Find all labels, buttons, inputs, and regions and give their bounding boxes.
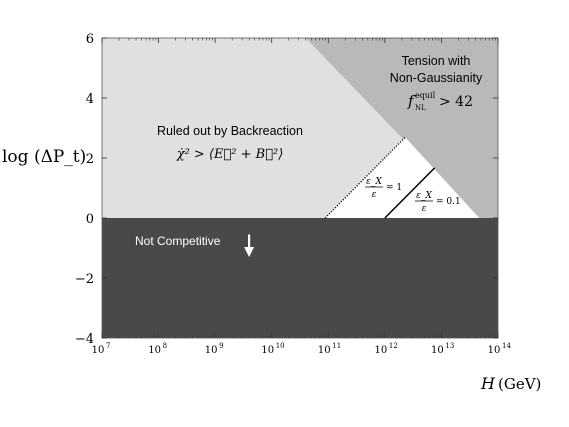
eps-ratio-0.1-label: ε_X ε = 0.1 bbox=[415, 191, 461, 214]
y-axis: −4 −2 0 2 4 6 bbox=[75, 32, 498, 347]
bound-lines-group bbox=[324, 136, 436, 219]
y-tick-label: 4 bbox=[86, 92, 94, 107]
x-tick-exponent: 13 bbox=[445, 342, 454, 350]
eps-ratio-1-numerator: ε_X bbox=[366, 177, 382, 187]
not-competitive-label: Not Competitive bbox=[135, 234, 221, 248]
arrow-head bbox=[244, 247, 255, 257]
x-tick-exponent: 11 bbox=[332, 342, 341, 350]
eps-ratio-0.1-numerator: ε_X bbox=[416, 191, 432, 201]
y-tick-label: 6 bbox=[86, 32, 94, 47]
x-tick-label: 10 bbox=[374, 345, 387, 356]
line-eps_ratio_1 bbox=[324, 136, 406, 219]
x-tick-exponent: 9 bbox=[219, 342, 223, 350]
y-tick-label: −4 bbox=[75, 332, 94, 347]
fnl-threshold: > 42 bbox=[439, 94, 473, 110]
x-axis-title: H (GeV) bbox=[480, 374, 541, 393]
x-axis: 10 7 10 8 10 9 10 10 10 11 10 12 10 13 10 14 bbox=[92, 38, 511, 356]
non-gaussianity-condition: f equil NL > 42 bbox=[407, 91, 473, 112]
region-backreaction bbox=[102, 38, 406, 218]
x-tick-label: 10 bbox=[205, 345, 218, 356]
plot-frame bbox=[101, 37, 499, 339]
eps-ratio-1-value: = 1 bbox=[386, 183, 402, 193]
eps-ratio-0.1-denominator: ε bbox=[422, 204, 427, 214]
regions-group bbox=[102, 38, 498, 338]
x-tick-label: 10 bbox=[431, 345, 444, 356]
x-tick-exponent: 14 bbox=[502, 342, 511, 350]
fnl-symbol: f bbox=[407, 92, 416, 110]
x-tick-exponent: 7 bbox=[106, 342, 110, 350]
region-allowed bbox=[325, 137, 480, 218]
eps-ratio-0.1-value: = 0.1 bbox=[436, 197, 461, 207]
x-axis-variable: H bbox=[480, 374, 496, 393]
backreaction-condition: χ̇² > ⟨E⃗² + B⃗²⟩ bbox=[176, 147, 284, 162]
line-eps_ratio_0.1 bbox=[384, 167, 436, 219]
x-tick-label: 10 bbox=[148, 345, 161, 356]
x-tick-label: 10 bbox=[318, 345, 331, 356]
eps-ratio-1-denominator: ε bbox=[372, 190, 377, 200]
x-tick-label: 10 bbox=[92, 345, 105, 356]
eps-ratio-1-label: ε_X ε = 1 bbox=[365, 177, 402, 200]
x-tick-label: 10 bbox=[261, 345, 274, 356]
down-arrow-icon bbox=[244, 234, 255, 257]
non-gaussianity-label-line2: Non-Gaussianity bbox=[390, 71, 483, 85]
region-not_competitive bbox=[102, 218, 498, 338]
x-axis-unit: (GeV) bbox=[498, 375, 541, 393]
fnl-superscript: equil bbox=[415, 91, 436, 100]
y-tick-label: 0 bbox=[86, 212, 94, 227]
y-tick-label: 2 bbox=[86, 152, 94, 167]
backreaction-label: Ruled out by Backreaction bbox=[157, 124, 303, 138]
fnl-subscript: NL bbox=[415, 104, 426, 112]
x-tick-exponent: 12 bbox=[389, 342, 398, 350]
y-tick-label: −2 bbox=[75, 272, 94, 287]
region-non_gaussianity bbox=[305, 38, 498, 218]
non-gaussianity-label-line1: Tension with bbox=[402, 54, 471, 68]
y-axis-title: log (ΔP_t) bbox=[2, 147, 86, 167]
x-tick-label: 10 bbox=[488, 345, 501, 356]
x-tick-exponent: 10 bbox=[276, 342, 285, 350]
x-tick-exponent: 8 bbox=[163, 342, 167, 350]
